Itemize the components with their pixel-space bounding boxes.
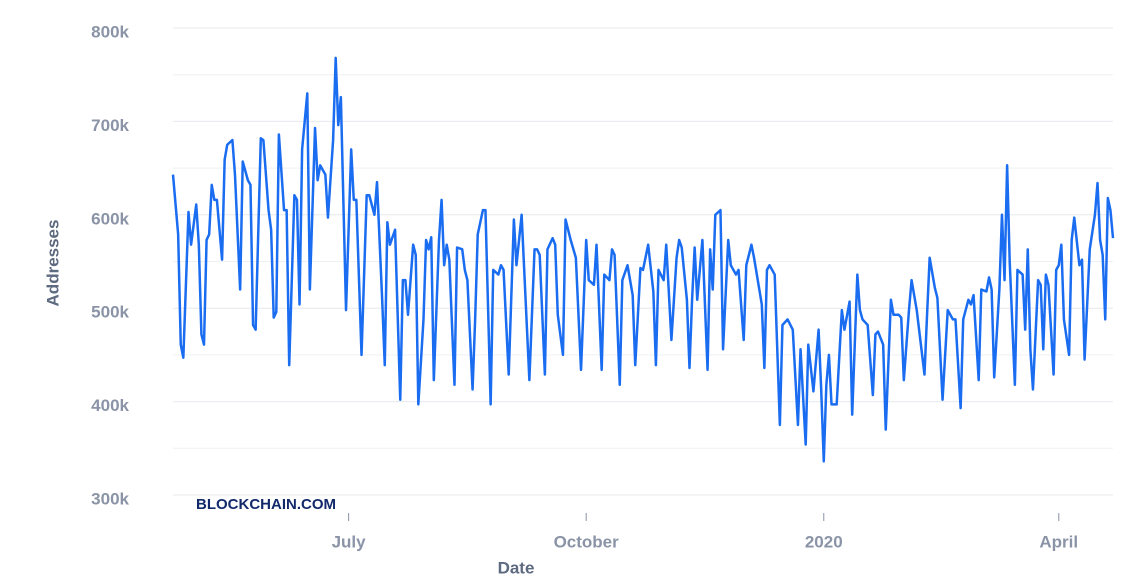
watermark: BLOCKCHAIN.COM: [196, 496, 336, 513]
y-tick-label: 600k: [91, 209, 129, 228]
y-tick-label: 300k: [91, 489, 129, 508]
x-tick-label: 2020: [805, 532, 843, 551]
x-tick-label: October: [554, 532, 620, 551]
x-tick-label: July: [332, 532, 367, 551]
y-tick-label: 800k: [91, 22, 129, 41]
data-line: [171, 56, 1115, 463]
y-tick-label: 700k: [91, 116, 129, 135]
y-tick-label: 500k: [91, 303, 129, 322]
x-tick-label: April: [1039, 532, 1078, 551]
x-axis-title: Date: [498, 558, 535, 576]
y-tick-label: 400k: [91, 396, 129, 415]
grid: [173, 27, 1113, 496]
y-axis-title: Addresses: [43, 220, 62, 307]
